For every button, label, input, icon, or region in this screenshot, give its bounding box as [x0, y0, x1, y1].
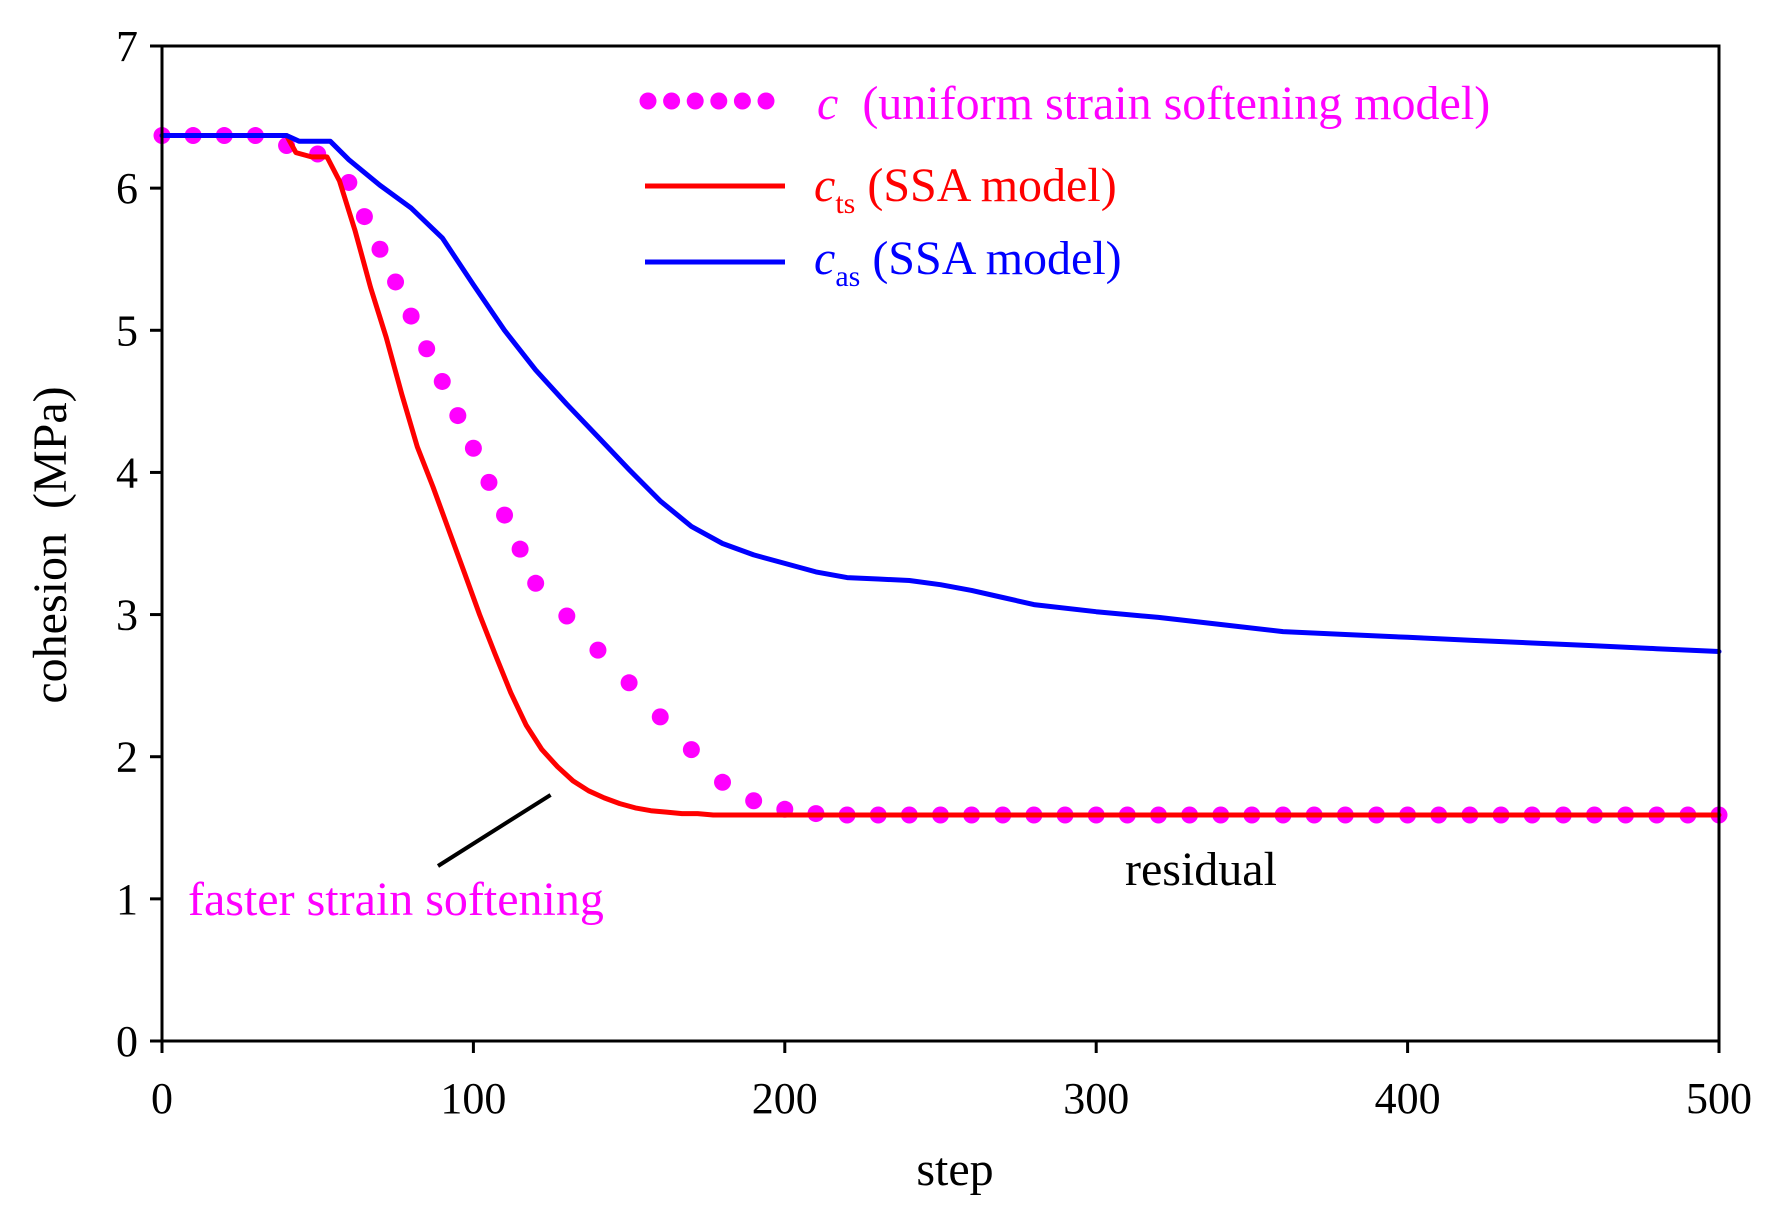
- x-tick-label-100: 100: [440, 1074, 506, 1123]
- legend-entry-c-as: cas (SSA model): [645, 232, 1122, 293]
- x-tick-label-0: 0: [151, 1074, 173, 1123]
- legend-entry-c-ts: cts (SSA model): [645, 159, 1117, 220]
- legend-desc-c-ts: (SSA model): [855, 159, 1116, 212]
- annotation-residual: residual: [1125, 843, 1277, 896]
- x-tick-label-200: 200: [752, 1074, 818, 1123]
- x-tick-label-500: 500: [1686, 1074, 1752, 1123]
- series-c-uniform-point: [682, 741, 700, 759]
- series-c-uniform-point: [418, 340, 436, 358]
- series-c-uniform-point: [402, 307, 420, 325]
- y-tick-label-3: 3: [116, 591, 138, 640]
- series-layer: [153, 127, 1728, 824]
- series-c-uniform-point: [464, 439, 482, 457]
- series-c-uniform-point: [433, 372, 451, 390]
- legend-label-c-uniform: c (uniform strain softening model): [817, 77, 1490, 130]
- series-c-uniform-point: [527, 574, 545, 592]
- series-c-uniform-point: [496, 506, 514, 524]
- series-c-uniform-point: [620, 674, 638, 692]
- series-c-uniform-point: [745, 792, 763, 810]
- legend-label-c-ts: cts (SSA model): [814, 159, 1117, 220]
- legend-symbol-c-ts: c: [814, 159, 835, 212]
- legend-entry-c-uniform: c (uniform strain softening model): [639, 77, 1490, 130]
- series-c-uniform-point: [309, 145, 327, 163]
- legend-desc-c-as: (SSA model): [860, 232, 1121, 285]
- legend-subscript-c-ts: ts: [835, 187, 855, 220]
- series-c-uniform-point: [558, 607, 576, 625]
- ticks-layer: 0 100 200 300 400 500 0 1 2 3 4 5 6 7: [116, 22, 1752, 1123]
- y-tick-label-4: 4: [116, 448, 138, 497]
- legend-subscript-c-as: as: [835, 260, 860, 293]
- y-tick-label-1: 1: [116, 875, 138, 924]
- series-c-uniform-point: [387, 273, 405, 291]
- series-c-uniform-point: [589, 641, 607, 659]
- legend: c (uniform strain softening model) cts (…: [639, 77, 1490, 293]
- y-tick-label-0: 0: [116, 1017, 138, 1066]
- annotation-leader-line: [436, 793, 552, 868]
- y-tick-label-6: 6: [116, 164, 138, 213]
- annotation-faster-strain-softening: faster strain softening: [188, 873, 604, 926]
- x-tick-label-300: 300: [1063, 1074, 1129, 1123]
- x-tick-label-400: 400: [1375, 1074, 1441, 1123]
- plot-frame: [160, 44, 1721, 1043]
- x-axis-title: step: [916, 1143, 993, 1196]
- series-c-uniform-point: [651, 708, 669, 726]
- legend-label-c-as: cas (SSA model): [814, 232, 1122, 293]
- y-tick-label-7: 7: [116, 22, 138, 71]
- legend-symbol-c-uniform: c: [817, 77, 838, 130]
- y-tick-label-2: 2: [116, 733, 138, 782]
- series-c-uniform-point: [449, 407, 467, 425]
- series-c-ts-line: [159, 133, 1722, 818]
- series-c-uniform-point: [511, 540, 529, 558]
- series-c-uniform-point: [340, 173, 358, 191]
- series-c-as-line: [159, 133, 1722, 654]
- series-c-uniform-point: [371, 240, 389, 258]
- legend-desc-c-uniform: (uniform strain softening model): [838, 77, 1490, 130]
- legend-symbol-c-as: c: [814, 232, 835, 285]
- series-c-uniform-point: [714, 773, 732, 791]
- series-c-uniform-point: [480, 473, 498, 491]
- y-tick-label-5: 5: [116, 306, 138, 355]
- series-c-uniform-point: [355, 208, 373, 226]
- y-axis-title: cohesion (MPa): [24, 386, 77, 703]
